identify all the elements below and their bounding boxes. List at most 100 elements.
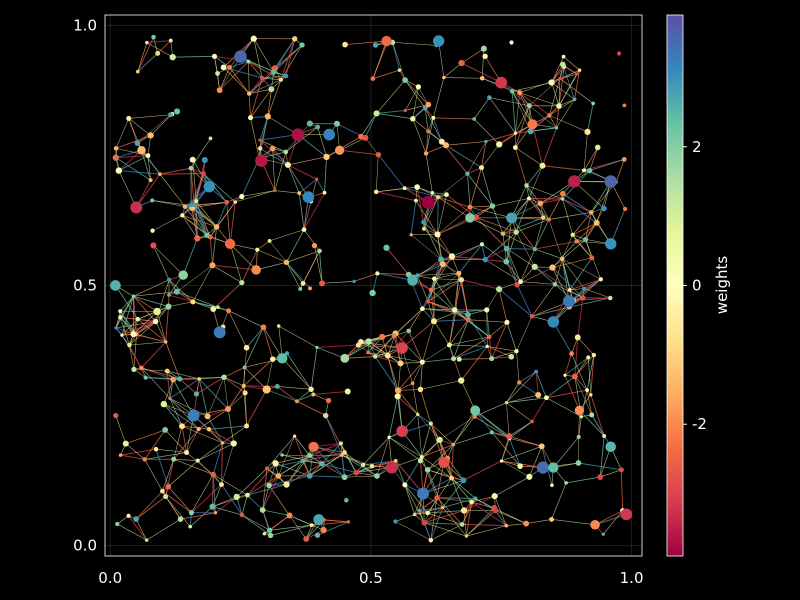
network-node [449, 475, 454, 481]
network-node [309, 523, 314, 528]
network-node-weighted [277, 353, 288, 364]
network-edge [274, 151, 287, 191]
network-edge [313, 391, 348, 395]
network-edge [212, 442, 224, 475]
network-node [247, 115, 254, 121]
network-edge [133, 291, 177, 297]
network-node [586, 355, 591, 360]
network-edge [437, 194, 447, 235]
network-node [177, 516, 184, 522]
network-node [479, 165, 485, 171]
network-node [317, 248, 322, 254]
network-node [487, 334, 492, 340]
network-node [425, 101, 432, 108]
network-edge [274, 190, 300, 194]
network-edge [341, 454, 373, 467]
network-edge [518, 371, 537, 383]
network-node [239, 193, 245, 200]
network-node-weighted [495, 76, 508, 89]
network-node [365, 338, 372, 345]
network-node [323, 153, 330, 160]
network-edge [121, 321, 156, 336]
network-edge [314, 245, 323, 284]
network-edge [453, 345, 488, 360]
network-edge [591, 414, 612, 448]
network-node [514, 348, 519, 354]
network-node-weighted [547, 316, 560, 328]
network-node-weighted [203, 180, 215, 193]
network-node [415, 84, 421, 90]
network-edge [120, 317, 130, 346]
network-edge [259, 147, 289, 166]
network-edge [326, 137, 366, 158]
network-edge [473, 97, 490, 120]
network-edge [488, 336, 493, 359]
network-edge [133, 296, 137, 335]
network-node [416, 412, 420, 417]
colorbar-label: weights [713, 256, 731, 315]
network-node [414, 198, 418, 203]
network-node [480, 45, 487, 52]
network-node [372, 42, 379, 48]
network-edge [486, 289, 500, 311]
network-node [346, 520, 351, 524]
network-node [246, 59, 251, 64]
network-node-weighted [548, 462, 559, 473]
network-edge [466, 507, 495, 537]
network-edge [228, 310, 247, 348]
network-edge [481, 243, 507, 263]
network-node [255, 247, 260, 252]
network-edge [294, 435, 311, 476]
network-edge [243, 385, 278, 387]
network-edge [427, 469, 452, 479]
network-edge [559, 78, 594, 104]
network-node [204, 232, 210, 238]
network-node [541, 215, 546, 220]
network-edge [249, 79, 282, 95]
network-edge [144, 429, 166, 460]
network-node [414, 184, 420, 190]
network-node [150, 242, 157, 249]
network-edge [115, 155, 149, 159]
network-edge [453, 319, 469, 359]
network-edge [168, 301, 194, 307]
network-edge [165, 306, 169, 342]
network-edge [367, 336, 383, 353]
network-edge [278, 325, 283, 359]
network-edge [229, 243, 243, 283]
network-edge [176, 265, 213, 292]
network-edge [563, 56, 580, 71]
network-edge [502, 217, 544, 235]
network-edge [542, 165, 585, 171]
network-node [151, 34, 156, 40]
network-edge [484, 248, 508, 261]
network-node [534, 369, 539, 374]
network-node [556, 103, 562, 109]
network-edge [137, 114, 171, 144]
network-edge [494, 496, 507, 526]
network-node [608, 295, 613, 301]
network-edge [562, 64, 575, 100]
network-edge [534, 248, 563, 260]
network-edge [427, 444, 454, 470]
network-node [258, 138, 262, 142]
network-node-weighted [590, 519, 600, 530]
network-node [458, 277, 465, 283]
network-edge [198, 408, 229, 430]
network-node [421, 519, 428, 526]
network-edge [453, 416, 475, 445]
network-edge [365, 137, 379, 155]
network-node [391, 333, 397, 339]
y-axis-ticks: 0.0 0.5 1.0 [73, 16, 97, 554]
network-edge [586, 354, 595, 391]
network-edge [386, 247, 410, 275]
network-node [120, 333, 124, 337]
network-node [315, 345, 319, 350]
network-node [145, 153, 151, 158]
network-node [196, 426, 201, 432]
network-edge [515, 92, 520, 134]
network-edge [424, 510, 465, 524]
network-node-weighted [291, 128, 305, 141]
network-node-weighted [385, 461, 398, 474]
network-edge [467, 314, 488, 347]
